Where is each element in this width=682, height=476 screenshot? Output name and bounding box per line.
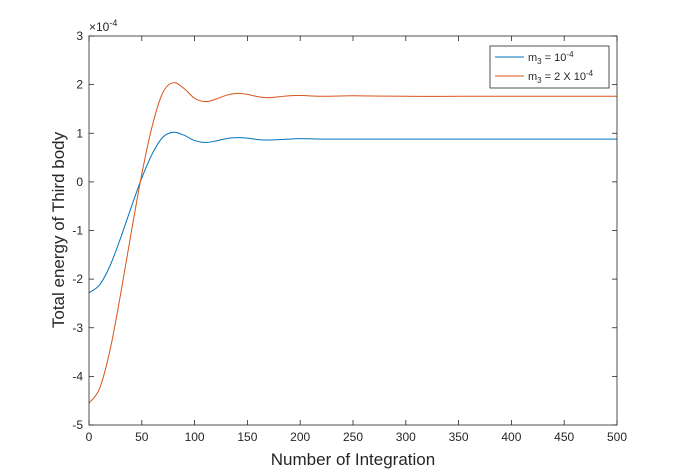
x-tick-label: 450 — [554, 430, 574, 444]
x-tick-label: 400 — [501, 430, 521, 444]
legend-entry-series-2: m3 = 2 X 10-4 — [528, 69, 594, 85]
x-tick-label: 200 — [290, 430, 310, 444]
legend: m3 = 10-4 m3 = 2 X 10-4 — [489, 45, 610, 89]
y-exponent-label: ×10-4 — [89, 18, 117, 34]
series-layer — [88, 82, 617, 404]
series-line-1 — [88, 131, 617, 294]
y-tick-label: -3 — [72, 321, 83, 335]
y-tick-label: 1 — [76, 126, 83, 140]
legend-box — [489, 45, 610, 89]
y-tick-label: -1 — [72, 224, 83, 238]
x-tick-label: 100 — [185, 430, 205, 444]
y-tick-label: 3 — [76, 29, 83, 43]
x-tick-label: 0 — [86, 430, 93, 444]
x-tick-label: 350 — [449, 430, 469, 444]
y-tick-label: -2 — [72, 272, 83, 286]
tick-layer: 0 50 100 150 200 250 300 350 400 450 500 -5 -4 -3 -2 -1… — [72, 29, 627, 444]
x-tick-label: 150 — [237, 430, 257, 444]
x-tick-label: 300 — [396, 430, 416, 444]
x-tick-label: 50 — [135, 430, 149, 444]
plot-area — [89, 36, 617, 425]
y-tick-label: 2 — [76, 78, 83, 92]
plot-frame — [88, 35, 618, 426]
y-tick-label: -5 — [72, 418, 83, 432]
x-tick-label: 500 — [607, 430, 627, 444]
series-line-2 — [88, 82, 617, 404]
x-axis-label: Number of Integration — [271, 450, 435, 469]
legend-entry-series-1: m3 = 10-4 — [528, 50, 574, 66]
y-axis-label: Total energy of Third body — [49, 131, 68, 328]
x-tick-label: 250 — [343, 430, 363, 444]
y-tick-label: -4 — [72, 369, 83, 383]
y-tick-label: 0 — [76, 175, 83, 189]
